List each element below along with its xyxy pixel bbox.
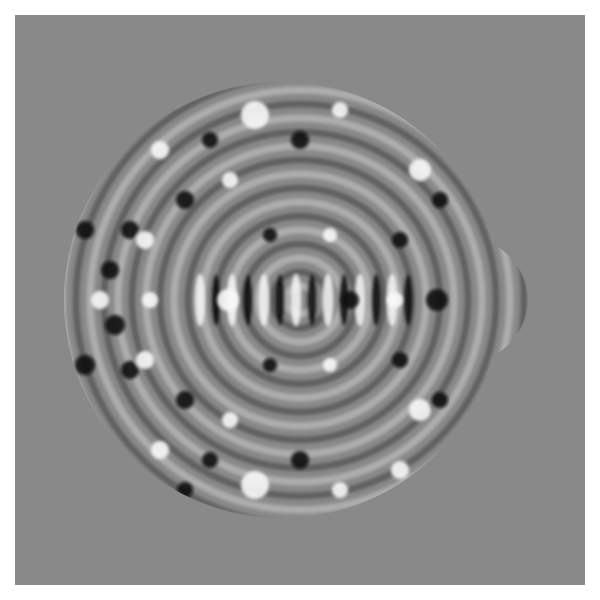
dark-spot bbox=[121, 361, 139, 379]
ring-fringe bbox=[86, 86, 514, 514]
center-stripe bbox=[243, 274, 253, 326]
dark-spot bbox=[432, 192, 448, 208]
dark-spot bbox=[341, 291, 359, 309]
center-stripe bbox=[323, 274, 333, 326]
bright-spot bbox=[387, 292, 403, 308]
dark-spot bbox=[202, 132, 218, 148]
dark-spot bbox=[176, 391, 194, 409]
bright-spot bbox=[142, 292, 158, 308]
center-stripe bbox=[291, 274, 301, 326]
bright-spot bbox=[332, 482, 348, 498]
ring-fringe bbox=[114, 114, 486, 486]
dark-spot bbox=[291, 131, 309, 149]
dark-spot bbox=[121, 221, 139, 239]
center-stripe bbox=[355, 274, 365, 326]
bright-spot bbox=[241, 101, 269, 129]
bright-spot bbox=[323, 358, 337, 372]
dark-spot bbox=[392, 232, 408, 248]
bright-spot bbox=[91, 291, 109, 309]
bright-spot bbox=[217, 289, 239, 311]
dark-spot bbox=[263, 358, 277, 372]
center-stripe bbox=[371, 274, 381, 326]
dark-spot bbox=[76, 221, 94, 239]
center-stripe bbox=[195, 274, 205, 326]
ring-fringe bbox=[72, 81, 528, 518]
bright-spot bbox=[323, 228, 337, 242]
dark-spot bbox=[105, 315, 125, 335]
dark-spot bbox=[426, 289, 448, 311]
bright-spot bbox=[332, 102, 348, 118]
center-stripe bbox=[403, 274, 413, 326]
dark-spot bbox=[75, 355, 95, 375]
bright-spot bbox=[241, 471, 269, 499]
spot-layer bbox=[75, 81, 448, 518]
bright-spot bbox=[151, 441, 169, 459]
bright-spot bbox=[222, 412, 238, 428]
bright-spot bbox=[409, 159, 431, 181]
center-stripe bbox=[211, 274, 221, 326]
dark-spot bbox=[392, 352, 408, 368]
bright-spot bbox=[222, 172, 238, 188]
dark-spot bbox=[432, 392, 448, 408]
dark-spot bbox=[101, 261, 119, 279]
bright-spot bbox=[151, 141, 169, 159]
bright-spot bbox=[136, 351, 154, 369]
center-stripe bbox=[275, 274, 285, 326]
bright-spot bbox=[136, 231, 154, 249]
center-stripe bbox=[307, 274, 317, 326]
bright-spot bbox=[409, 399, 431, 421]
dark-spot bbox=[202, 452, 218, 468]
dark-spot bbox=[176, 191, 194, 209]
dark-spot bbox=[291, 451, 309, 469]
bright-spot bbox=[391, 461, 409, 479]
dark-spot bbox=[263, 228, 277, 242]
center-stripe bbox=[259, 274, 269, 326]
